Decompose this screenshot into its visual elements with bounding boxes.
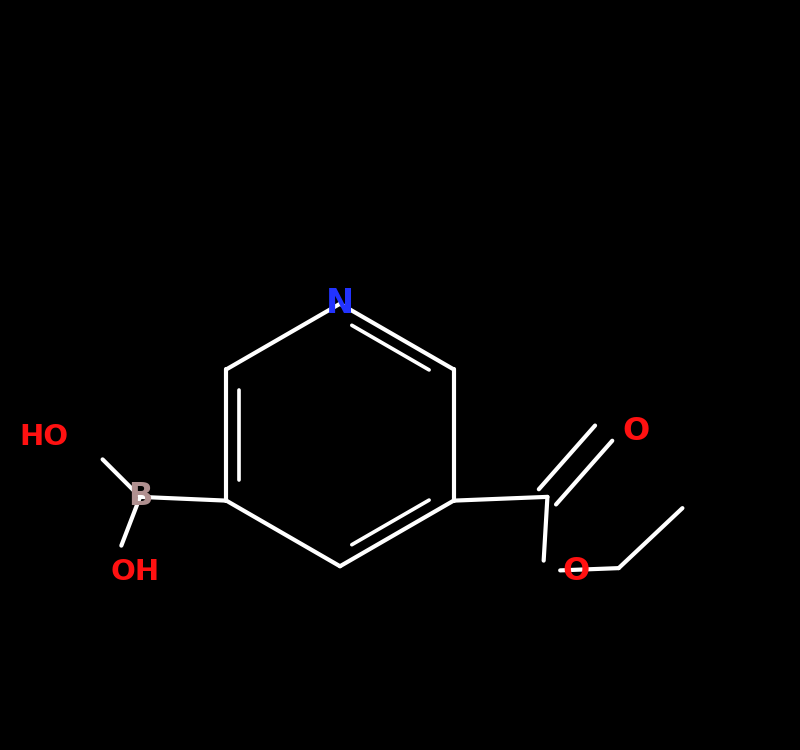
Text: N: N [326,287,354,320]
Text: O: O [562,556,590,587]
Text: OH: OH [110,558,159,586]
Text: HO: HO [20,423,69,451]
Text: B: B [128,482,152,512]
Text: O: O [622,416,650,447]
